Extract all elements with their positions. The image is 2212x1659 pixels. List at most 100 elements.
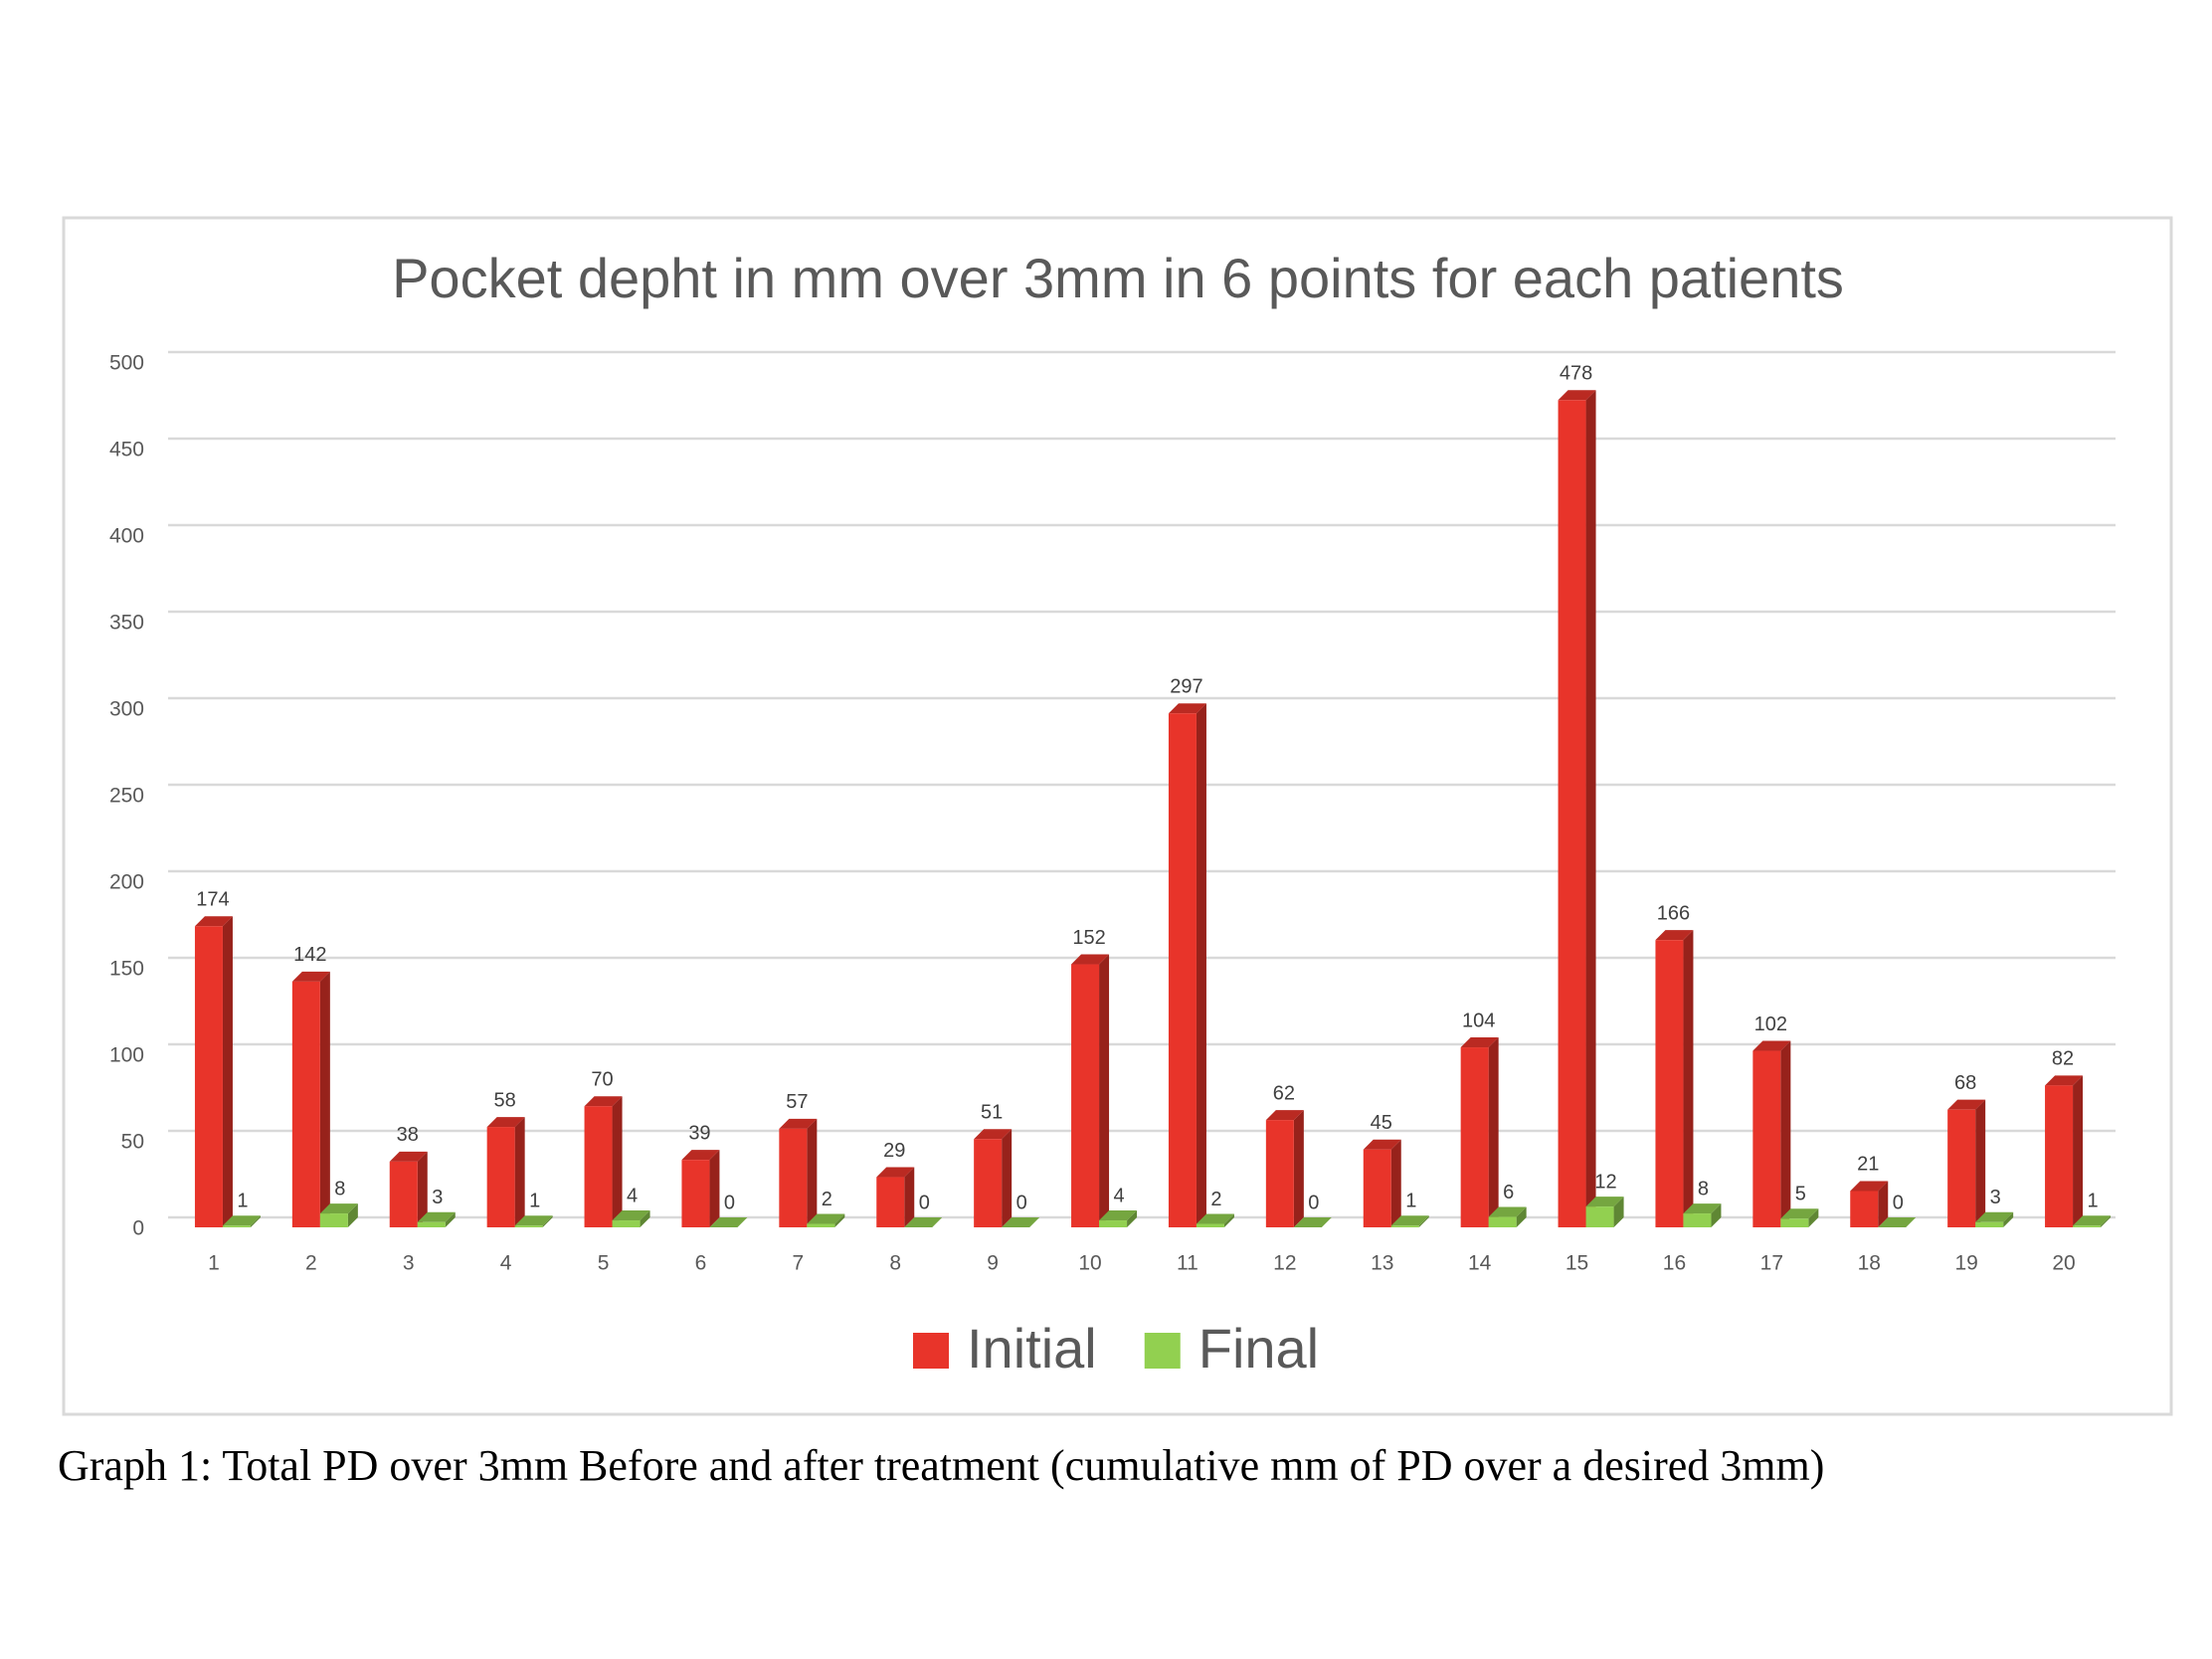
- y-tick-label: 450: [109, 439, 144, 461]
- bar: [1363, 1149, 1391, 1227]
- bar-top: [222, 1215, 261, 1226]
- value-label: 57: [786, 1091, 808, 1113]
- bar-side: [709, 1150, 720, 1227]
- bar-side: [2073, 1075, 2084, 1227]
- bar-side: [2003, 1211, 2014, 1227]
- bar-top: [514, 1215, 553, 1226]
- caption: Graph 1: Total PD over 3mm Before and af…: [58, 1441, 1824, 1490]
- value-label: 166: [1657, 902, 1690, 924]
- y-tick-label: 0: [132, 1217, 144, 1240]
- y-tick-label: 200: [109, 871, 144, 894]
- bar: [584, 1106, 613, 1227]
- bar-side: [1975, 1099, 1986, 1227]
- bar: [1168, 713, 1197, 1227]
- bar-top: [1585, 1197, 1624, 1207]
- bar-side: [612, 1096, 623, 1227]
- y-tick-label: 500: [109, 352, 144, 375]
- bar-top: [1168, 703, 1206, 714]
- value-label: 2: [822, 1189, 832, 1210]
- bar-top: [2073, 1215, 2112, 1226]
- bar-side: [514, 1117, 525, 1227]
- legend-swatch: [913, 1333, 949, 1369]
- chart-frame: [62, 216, 2173, 1416]
- x-tick-label: 7: [793, 1252, 805, 1275]
- x-tick-label: 15: [1566, 1252, 1588, 1275]
- bar-top: [1099, 1210, 1138, 1221]
- bar-top: [1975, 1211, 2014, 1222]
- x-tick-label: 1: [208, 1252, 220, 1275]
- value-label: 174: [196, 889, 229, 911]
- bar-side: [834, 1213, 845, 1227]
- bar: [1585, 1206, 1614, 1227]
- bar: [1752, 1050, 1781, 1227]
- bar: [1850, 1191, 1879, 1227]
- bar-side: [1516, 1206, 1527, 1227]
- chart-title: Pocket depht in mm over 3mm in 6 points …: [392, 247, 1844, 309]
- y-tick-label: 250: [109, 785, 144, 808]
- value-label: 82: [2052, 1048, 2074, 1070]
- x-tick-label: 5: [598, 1252, 610, 1275]
- x-tick-label: 3: [403, 1252, 415, 1275]
- bar-top: [2045, 1075, 2084, 1086]
- bar: [486, 1127, 515, 1227]
- bar: [1683, 1213, 1712, 1227]
- bar: [1975, 1221, 2004, 1227]
- bar: [1488, 1216, 1517, 1227]
- value-label: 45: [1371, 1112, 1392, 1134]
- y-tick-label: 150: [109, 958, 144, 981]
- bar-top: [1655, 930, 1694, 941]
- bar: [1780, 1218, 1809, 1227]
- legend-label: Final: [1198, 1317, 1319, 1380]
- bar: [612, 1220, 641, 1227]
- bar-top: [904, 1217, 943, 1227]
- bar: [876, 1177, 905, 1227]
- bar-side: [1808, 1208, 1819, 1227]
- bar: [1655, 940, 1684, 1227]
- bar-side: [222, 916, 233, 1227]
- bar: [514, 1225, 543, 1227]
- value-label: 4: [1113, 1185, 1124, 1206]
- bar-top: [1293, 1217, 1332, 1227]
- value-label: 4: [627, 1185, 638, 1206]
- x-tick-label: 6: [695, 1252, 707, 1275]
- y-tick-label: 400: [109, 525, 144, 548]
- bar-top: [584, 1096, 623, 1107]
- y-tick-label: 100: [109, 1044, 144, 1067]
- value-label: 102: [1754, 1014, 1787, 1035]
- bar-side: [1293, 1110, 1304, 1227]
- value-label: 1: [2087, 1191, 2098, 1212]
- bar-side: [1418, 1215, 1429, 1227]
- bar-side: [1127, 1210, 1138, 1227]
- value-label: 39: [688, 1122, 710, 1144]
- bar: [222, 1225, 251, 1227]
- x-tick-label: 13: [1371, 1252, 1393, 1275]
- y-tick-label: 350: [109, 612, 144, 635]
- bar-side: [319, 971, 330, 1227]
- value-label: 70: [591, 1068, 613, 1090]
- bar-top: [291, 971, 330, 982]
- value-label: 2: [1210, 1189, 1221, 1210]
- bar-top: [681, 1150, 720, 1161]
- legend-label: Initial: [967, 1317, 1097, 1380]
- bar: [291, 981, 320, 1227]
- value-label: 58: [494, 1089, 516, 1111]
- value-label: 152: [1072, 927, 1105, 949]
- value-label: 0: [919, 1192, 930, 1213]
- bar-side: [1711, 1203, 1722, 1227]
- value-label: 29: [883, 1140, 905, 1162]
- bar-top: [1460, 1037, 1499, 1048]
- bar-top: [486, 1117, 525, 1128]
- bar: [1265, 1120, 1294, 1227]
- x-tick-label: 17: [1760, 1252, 1783, 1275]
- x-tick-label: 12: [1273, 1252, 1296, 1275]
- value-label: 0: [724, 1192, 735, 1213]
- value-label: 1: [237, 1191, 248, 1212]
- bar-side: [1683, 930, 1694, 1227]
- value-label: 68: [1954, 1072, 1976, 1094]
- value-label: 478: [1560, 363, 1592, 385]
- bar: [974, 1139, 1003, 1227]
- bar-side: [1613, 1197, 1624, 1227]
- x-tick-label: 2: [305, 1252, 317, 1275]
- value-label: 62: [1273, 1082, 1295, 1104]
- bar-top: [1002, 1217, 1040, 1227]
